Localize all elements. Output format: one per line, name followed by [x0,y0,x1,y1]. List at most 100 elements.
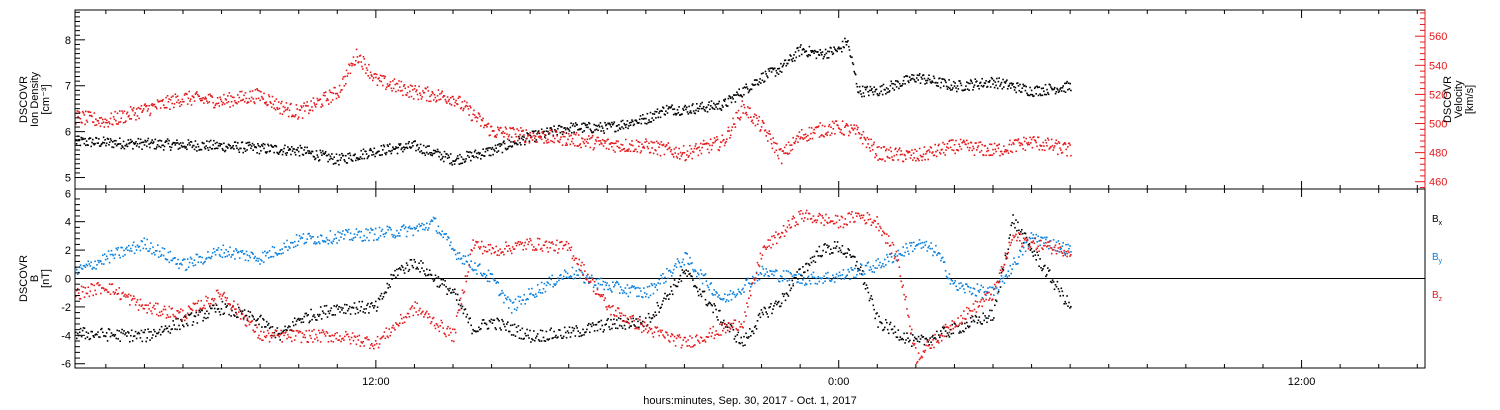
by-point [684,252,686,254]
by-point [201,256,203,259]
density-point [921,78,923,80]
velocity-point [434,96,437,99]
by-point [82,264,85,267]
density-point [213,147,216,150]
by-point [162,254,165,257]
density-point [348,157,350,160]
density-point [92,142,95,145]
by-point [773,274,775,277]
density-point [935,81,937,84]
density-point [902,79,905,82]
velocity-point [277,108,279,110]
density-point [977,84,980,87]
density-point [794,59,796,62]
velocity-point [640,150,643,152]
density-point [1069,82,1071,85]
velocity-point [578,134,580,136]
by-point [991,286,993,289]
by-point [184,258,186,261]
bx-point [539,329,542,332]
bx-point [603,329,605,331]
velocity-point [91,115,93,118]
bz-point [142,307,145,310]
velocity-point [959,138,962,141]
density-point [122,140,125,143]
bx-point [605,323,607,325]
density-point [267,144,270,147]
by-point [449,244,451,247]
velocity-point [326,98,329,100]
density-point [330,157,332,160]
bx-point [636,326,638,329]
by-point [405,235,408,238]
density-point [409,147,412,149]
bx-point [223,312,226,315]
bx-point [969,317,972,319]
velocity-point [918,159,920,162]
by-point [370,227,372,230]
by-point [905,243,907,245]
density-point [432,149,435,152]
density-point [1017,85,1020,87]
density-point [572,123,575,125]
velocity-point [677,153,680,155]
by-point [1062,242,1064,244]
density-tick-label: 5 [65,173,71,185]
by-point [1049,240,1052,242]
density-point [466,150,468,153]
density-point [807,55,809,58]
velocity-point [722,139,724,142]
velocity-point [362,68,364,70]
by-point [663,282,665,284]
velocity-point [281,113,284,115]
bx-point [390,273,392,276]
by-point [1036,241,1038,243]
by-point [484,276,487,279]
bx-point [443,284,445,286]
density-point [278,151,281,154]
bx-point [596,329,599,332]
by-point [1050,247,1053,249]
velocity-point [977,145,980,147]
velocity-point [119,121,122,123]
by-point [357,231,360,233]
velocity-point [760,129,762,131]
bx-point [252,315,254,318]
density-point [190,141,193,143]
velocity-point [230,95,232,97]
velocity-point [416,93,419,96]
bx-point [79,327,82,330]
density-point [170,146,173,149]
bx-point [932,334,934,337]
bx-point [427,274,429,277]
density-point [1040,87,1043,90]
density-point [543,130,545,133]
bx-point [758,312,761,315]
velocity-point [350,62,352,65]
by-point [505,297,507,300]
bx-point [151,337,153,339]
velocity-point [446,96,449,98]
by-point [328,239,331,242]
bx-point [185,322,188,325]
by-point [796,281,798,284]
density-point [442,155,444,158]
by-point [207,251,209,253]
velocity-point [426,99,428,102]
by-point [693,270,695,273]
bx-point [347,308,350,310]
density-point [719,107,721,110]
by-point [898,253,901,255]
by-point [270,255,273,258]
by-point [179,263,181,265]
velocity-point [925,153,927,155]
velocity-point [134,112,136,114]
bx-point [430,274,433,276]
by-point [450,241,452,244]
bx-point [234,315,236,317]
velocity-point [152,104,154,107]
density-point [422,144,425,147]
velocity-point [889,146,892,149]
velocity-point [112,123,114,126]
density-point [812,50,815,53]
